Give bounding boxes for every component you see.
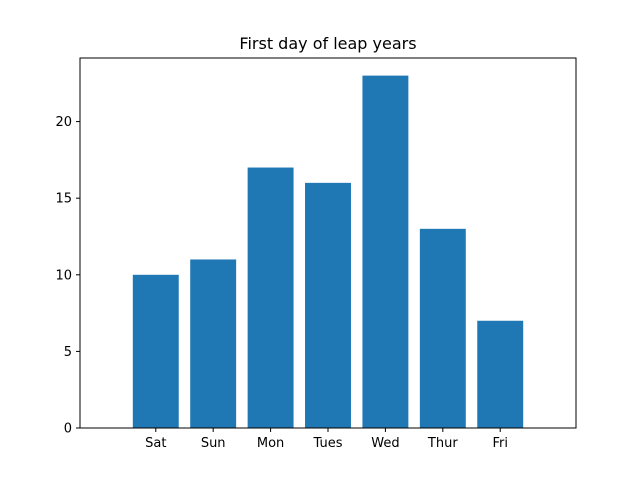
chart-title: First day of leap years bbox=[239, 34, 416, 53]
bar-mon bbox=[247, 167, 294, 429]
bar-fri bbox=[477, 320, 524, 428]
x-tick-label: Wed bbox=[371, 436, 399, 451]
bar-thur bbox=[419, 228, 466, 428]
bars-group bbox=[132, 75, 524, 429]
x-axis: Sat Sun Mon Tues Wed Thur Fri bbox=[145, 428, 508, 451]
y-tick-label: 5 bbox=[64, 345, 72, 360]
y-tick-label: 10 bbox=[55, 268, 72, 283]
x-tick-label: Mon bbox=[257, 436, 284, 451]
y-tick-label: 15 bbox=[55, 192, 72, 207]
bar-wed bbox=[362, 75, 409, 428]
y-axis: 0 5 10 15 20 bbox=[55, 115, 80, 437]
x-tick-label: Sun bbox=[201, 436, 226, 451]
x-tick-label: Sat bbox=[145, 436, 166, 451]
bar-tues bbox=[305, 182, 351, 428]
bar-sun bbox=[190, 259, 237, 428]
y-tick-label: 20 bbox=[55, 115, 72, 130]
x-tick-label: Thur bbox=[427, 436, 458, 451]
bar-sat bbox=[132, 274, 179, 428]
x-tick-label: Tues bbox=[313, 436, 343, 451]
plot-frame bbox=[79, 57, 577, 429]
y-tick-label: 0 bbox=[64, 422, 72, 437]
x-tick-label: Fri bbox=[492, 436, 508, 451]
